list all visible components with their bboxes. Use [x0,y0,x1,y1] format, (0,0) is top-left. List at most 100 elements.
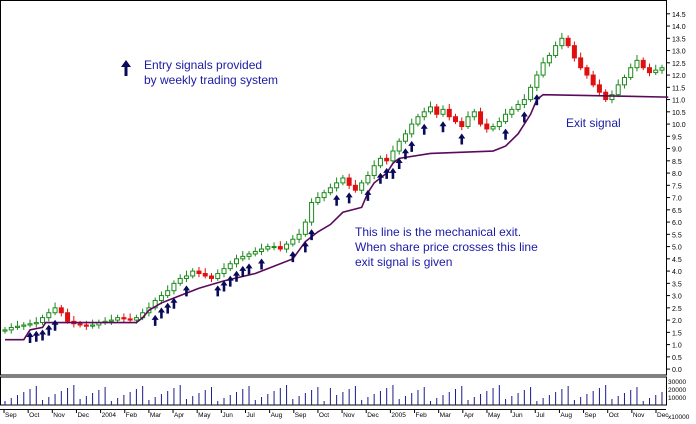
y-tick-label: 5.0 [672,245,682,252]
candle-up [133,317,139,321]
candle-up [259,248,265,252]
volume-tick-label: 30000 [668,379,686,386]
entry-signal-arrow-icon [389,167,397,179]
x-tick-label: Dec [657,412,669,419]
candle-up [177,277,183,284]
entry-signal-arrow-icon [164,302,172,314]
candle-up [27,323,33,326]
candle-up [634,59,640,69]
entry-signal-arrow-icon [245,263,253,275]
x-tick-label: 2005 [391,412,406,419]
candle-up [628,67,634,79]
candle-up [321,192,327,199]
candle-up [496,121,502,128]
candle-up [265,246,271,250]
y-tick-label: 4.0 [672,269,682,276]
candle-up [315,197,321,203]
candle-down [565,37,571,47]
y-tick-label: 5.5 [672,232,682,239]
candle-up [108,319,114,322]
entry-signal-arrow-icon [220,280,228,292]
x-tick-label: Feb [126,412,138,419]
x-tick-label: Mar [150,412,162,419]
entry-signal-arrow-icon [32,330,40,342]
exit-line-text-3: exit signal is given [355,255,453,269]
x-tick-label: Aug [271,412,283,419]
x-tick-label: Aug [560,412,572,419]
x-tick-label: Jul [536,412,545,419]
x-tick-label: May [198,412,211,419]
candle-up [2,329,8,332]
candle-up [340,177,346,184]
y-tick-label: 1.5 [672,330,682,337]
entry-signal-arrow-icon [439,121,447,133]
candle-down [584,67,590,76]
exit-signal-label: Exit signal [566,116,621,130]
y-tick-label: 6.0 [672,220,682,227]
candle-down [571,45,577,59]
candle-up [240,255,246,260]
candle-up [246,253,252,257]
entry-signal-arrow-icon [26,331,34,343]
y-tick-label: 7.5 [672,183,682,190]
y-tick-label: 13.0 [672,49,686,56]
candle-up [396,140,402,152]
x-tick-label: Sep [585,412,597,419]
candle-up [152,299,158,309]
entry-signal-arrow-icon [533,94,541,106]
y-tick-label: 10.5 [672,110,686,117]
y-tick-label: 6.5 [672,208,682,215]
entry-signal-arrow-icon [408,140,416,152]
entry-legend-text: Entry signals provided by weekly trading… [144,58,278,88]
candle-down [484,123,490,130]
entry-signal-arrow-icon [395,158,403,170]
candle-up [271,246,277,249]
y-tick-label: 3.5 [672,281,682,288]
x-tick-label: Sep [295,412,307,419]
candle-down [127,318,133,321]
y-tick-label: 3.0 [672,294,682,301]
exit-line-text-1: This line is the mechanical exit. [355,225,522,239]
x-tick-label: Sep [5,412,17,419]
x-tick-label: Apr [174,412,185,419]
candle-up [158,295,164,301]
y-tick-label: 4.5 [672,257,682,264]
volume-tick-label: 10000 [668,395,686,402]
entry-signal-arrow-icon [157,307,165,319]
entry-signal-arrow-icon [289,251,297,263]
x-tick-label: Feb [416,412,428,419]
candle-up [284,243,290,250]
candle-up [409,123,415,135]
candle-up [52,307,58,314]
candle-down [121,317,127,320]
mechanical-exit-line [5,93,669,341]
candle-up [296,233,302,240]
candle-down [196,270,202,275]
candle-down [590,74,596,86]
candle-up [309,201,315,223]
candle-up [21,324,27,327]
entry-signal-arrow-icon [401,148,409,160]
candle-up [215,273,221,279]
entry-signal-arrow-icon [214,285,222,297]
x-tick-label: Dec [77,412,89,419]
candle-up [609,94,615,101]
candle-up [90,324,96,327]
candle-up [190,270,196,277]
entry-signal-arrow-icon [520,111,528,123]
candle-down [459,121,465,128]
y-tick-label: 7.0 [672,196,682,203]
candle-down [453,116,459,123]
entry-legend-line-1: Entry signals provided [144,58,263,72]
candle-up [290,238,296,245]
candle-up [528,86,534,101]
candle-down [65,312,71,322]
x-tick-label: Oct [319,412,329,419]
candle-down [578,57,584,69]
y-tick-label: 14.5 [672,12,686,19]
candle-up [15,325,21,328]
entry-signal-arrow-icon [151,314,159,326]
entry-signal-arrow-icon [51,319,59,331]
candle-down [277,246,283,250]
